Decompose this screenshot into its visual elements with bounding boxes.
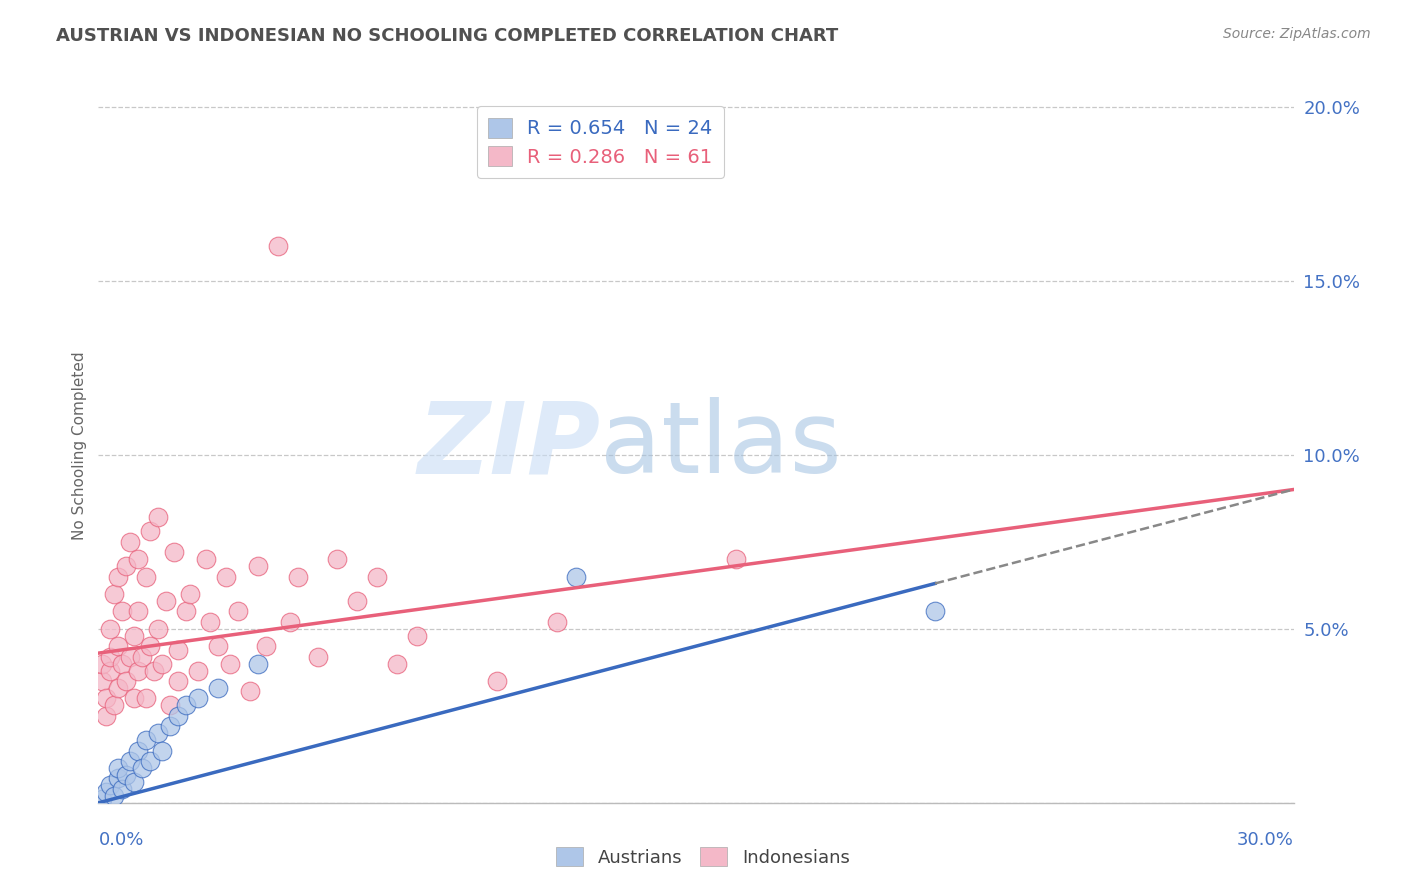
Point <box>226 604 249 618</box>
Legend: Austrians, Indonesians: Austrians, Indonesians <box>548 840 858 874</box>
Point <box>107 772 129 786</box>
Point <box>103 789 125 803</box>
Point <box>96 691 118 706</box>
Point <box>98 649 122 664</box>
Point <box>163 545 186 559</box>
Point <box>124 629 146 643</box>
Point <box>155 594 177 608</box>
Point <box>131 761 153 775</box>
Point <box>174 604 197 618</box>
Point <box>546 615 568 629</box>
Point <box>96 785 118 799</box>
Point <box>207 681 229 695</box>
Text: atlas: atlas <box>600 398 842 494</box>
Point <box>115 768 138 782</box>
Point <box>91 792 114 806</box>
Point <box>127 664 149 678</box>
Point <box>167 708 190 723</box>
Point <box>107 569 129 583</box>
Point <box>159 698 181 713</box>
Point <box>287 569 309 583</box>
Point <box>120 754 142 768</box>
Point <box>215 569 238 583</box>
Point <box>139 754 162 768</box>
Point <box>239 684 262 698</box>
Point <box>150 657 173 671</box>
Point <box>485 673 508 688</box>
Point <box>107 761 129 775</box>
Point <box>98 664 122 678</box>
Point <box>120 649 142 664</box>
Point <box>406 629 429 643</box>
Point <box>143 664 166 678</box>
Text: Source: ZipAtlas.com: Source: ZipAtlas.com <box>1223 27 1371 41</box>
Point <box>115 559 138 574</box>
Text: 0.0%: 0.0% <box>98 831 143 849</box>
Text: 30.0%: 30.0% <box>1237 831 1294 849</box>
Point <box>131 649 153 664</box>
Point <box>187 691 209 706</box>
Point <box>307 649 329 664</box>
Legend: R = 0.654   N = 24, R = 0.286   N = 61: R = 0.654 N = 24, R = 0.286 N = 61 <box>477 106 724 178</box>
Point <box>167 642 190 657</box>
Point <box>565 569 588 583</box>
Y-axis label: No Schooling Completed: No Schooling Completed <box>72 351 87 541</box>
Point <box>124 691 146 706</box>
Point <box>127 552 149 566</box>
Point <box>111 781 134 796</box>
Point <box>246 657 269 671</box>
Point <box>135 691 157 706</box>
Point <box>127 743 149 757</box>
Point <box>111 604 134 618</box>
Point <box>115 673 138 688</box>
Point <box>207 639 229 653</box>
Point <box>254 639 277 653</box>
Text: ZIP: ZIP <box>418 398 600 494</box>
Point <box>98 622 122 636</box>
Point <box>174 698 197 713</box>
Point <box>179 587 201 601</box>
Point <box>98 778 122 792</box>
Point <box>103 587 125 601</box>
Point <box>219 657 242 671</box>
Point <box>107 639 129 653</box>
Point <box>924 604 946 618</box>
Point <box>246 559 269 574</box>
Point <box>111 657 134 671</box>
Point <box>107 681 129 695</box>
Point <box>135 569 157 583</box>
Point <box>278 615 301 629</box>
Point <box>385 657 409 671</box>
Point <box>346 594 368 608</box>
Point <box>91 657 114 671</box>
Point <box>139 639 162 653</box>
Point <box>148 510 170 524</box>
Point <box>139 524 162 539</box>
Point <box>124 775 146 789</box>
Point <box>103 698 125 713</box>
Point <box>135 733 157 747</box>
Point <box>120 534 142 549</box>
Point <box>167 673 190 688</box>
Point <box>366 569 388 583</box>
Point <box>148 726 170 740</box>
Point <box>96 708 118 723</box>
Text: AUSTRIAN VS INDONESIAN NO SCHOOLING COMPLETED CORRELATION CHART: AUSTRIAN VS INDONESIAN NO SCHOOLING COMP… <box>56 27 838 45</box>
Point <box>195 552 218 566</box>
Point <box>267 239 290 253</box>
Point <box>91 673 114 688</box>
Point <box>148 622 170 636</box>
Point <box>159 719 181 733</box>
Point <box>724 552 747 566</box>
Point <box>127 604 149 618</box>
Point <box>326 552 349 566</box>
Point <box>187 664 209 678</box>
Point <box>198 615 221 629</box>
Point <box>150 743 173 757</box>
